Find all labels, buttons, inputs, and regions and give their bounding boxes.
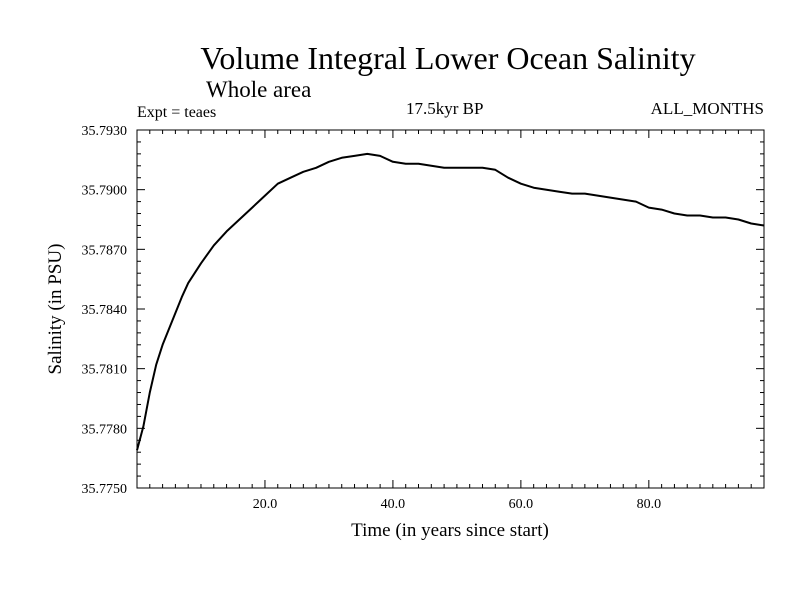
y-tick-label: 35.7810 [82, 363, 128, 378]
series-group [136, 152, 765, 451]
x-tick-label: 60.0 [509, 497, 534, 512]
chart-subtitle: Whole area [206, 77, 312, 102]
period-label: 17.5kyr BP [406, 99, 484, 118]
y-tick-label: 35.7870 [82, 243, 128, 258]
chart-title: Volume Integral Lower Ocean Salinity [200, 40, 696, 76]
y-tick-label: 35.7840 [82, 303, 128, 318]
plot-frame [136, 129, 765, 489]
y-tick-label: 35.7780 [82, 422, 128, 437]
x-tick-label: 40.0 [381, 497, 406, 512]
experiment-label: Expt = teaes [137, 104, 217, 121]
series-line [136, 152, 765, 451]
x-tick-label: 80.0 [637, 497, 662, 512]
axis-ticks [137, 129, 764, 489]
y-tick-label: 35.7750 [82, 482, 128, 497]
axis-tick-labels: 20.0 40.0 60.0 80.0 35.7750 35.7780 35.7810 35.… [82, 124, 662, 512]
x-axis-label: Time (in years since start) [351, 520, 549, 541]
y-tick-label: 35.7930 [82, 124, 128, 139]
x-tick-label: 20.0 [253, 497, 278, 512]
months-label: ALL_MONTHS [650, 99, 764, 118]
y-axis-label: Salinity (in PSU) [45, 244, 66, 375]
y-tick-label: 35.7900 [82, 184, 128, 199]
